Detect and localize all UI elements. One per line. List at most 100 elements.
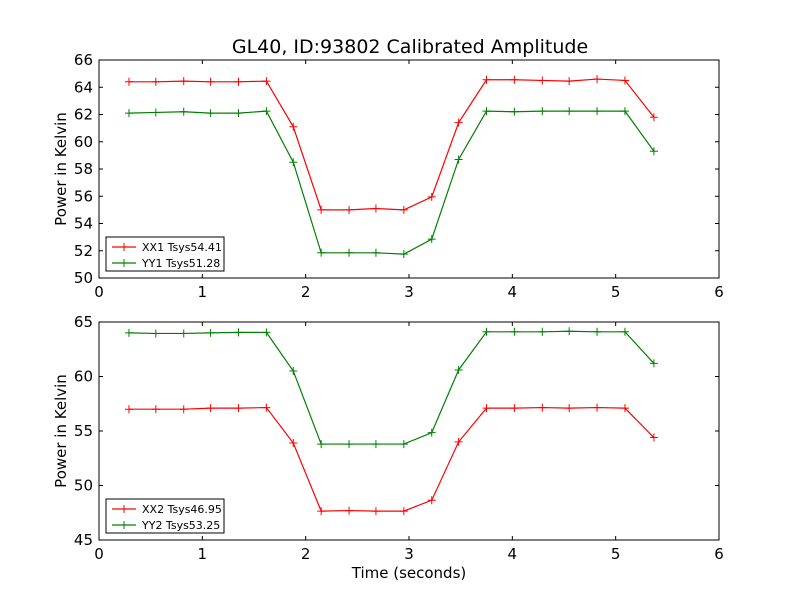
data-point	[482, 327, 491, 336]
x-tick-label: 6	[714, 283, 724, 301]
data-point	[345, 248, 354, 257]
data-point	[179, 77, 188, 86]
data-point	[262, 107, 271, 116]
data-point	[124, 328, 133, 337]
data-point	[427, 428, 436, 437]
x-axis-label: Time (seconds)	[351, 564, 467, 582]
y-tick-label: 62	[74, 106, 93, 124]
data-point	[262, 328, 271, 337]
data-point	[538, 107, 547, 116]
data-point	[179, 329, 188, 338]
legend-marker	[120, 521, 128, 529]
data-point	[371, 204, 380, 213]
data-point	[649, 147, 658, 156]
data-point	[649, 113, 658, 122]
data-point	[371, 507, 380, 516]
data-point	[565, 107, 574, 116]
data-point	[427, 496, 436, 505]
y-tick-label: 50	[74, 477, 93, 495]
data-point	[124, 77, 133, 86]
x-tick-label: 1	[198, 545, 208, 563]
legend-entry: XX2 Tsys46.95	[142, 503, 222, 516]
data-point	[206, 109, 215, 118]
data-point	[289, 158, 298, 167]
data-point	[399, 250, 408, 259]
data-point	[454, 365, 463, 374]
data-point	[124, 109, 133, 118]
data-point	[206, 77, 215, 86]
data-point	[427, 192, 436, 201]
x-tick-label: 0	[94, 545, 104, 563]
data-point	[234, 328, 243, 337]
data-point	[482, 75, 491, 84]
data-point	[593, 75, 602, 84]
chart-title: GL40, ID:93802 Calibrated Amplitude	[232, 36, 588, 58]
legend-marker	[120, 505, 128, 513]
x-tick-label: 1	[198, 283, 208, 301]
legend-entry: YY1 Tsys51.28	[141, 257, 220, 270]
data-point	[345, 506, 354, 515]
x-tick-label: 3	[404, 283, 414, 301]
data-point	[289, 367, 298, 376]
data-point	[454, 437, 463, 446]
data-point	[538, 403, 547, 412]
y-tick-label: 50	[74, 269, 93, 287]
x-tick-label: 4	[508, 545, 518, 563]
data-point	[317, 205, 326, 214]
data-point	[454, 155, 463, 164]
series-line-2	[128, 330, 655, 445]
x-tick-label: 5	[611, 545, 621, 563]
data-point	[427, 235, 436, 244]
data-point	[510, 107, 519, 116]
data-point	[620, 404, 629, 413]
y-tick-label: 60	[74, 368, 93, 386]
data-point	[482, 107, 491, 116]
data-point	[234, 404, 243, 413]
data-point	[593, 107, 602, 116]
data-point	[593, 327, 602, 336]
y-tick-label: 58	[74, 160, 93, 178]
x-tick-label: 6	[714, 545, 724, 563]
data-point	[151, 77, 160, 86]
data-point	[317, 440, 326, 449]
data-point	[317, 507, 326, 516]
legend-marker	[120, 259, 128, 267]
data-point	[620, 76, 629, 85]
data-point	[399, 205, 408, 214]
data-point	[510, 404, 519, 413]
data-point	[620, 107, 629, 116]
y-tick-label: 60	[74, 133, 93, 151]
data-point	[649, 359, 658, 368]
y-tick-label: 66	[74, 51, 93, 69]
legend-entry: XX1 Tsys54.41	[142, 241, 222, 254]
data-point	[234, 109, 243, 118]
data-point	[399, 507, 408, 516]
data-point	[345, 440, 354, 449]
data-point	[179, 107, 188, 116]
legend	[105, 236, 225, 272]
data-point	[234, 77, 243, 86]
y-tick-label: 64	[74, 78, 93, 96]
data-point	[262, 403, 271, 412]
data-point	[620, 327, 629, 336]
data-point	[649, 433, 658, 442]
data-point	[371, 248, 380, 257]
x-tick-label: 2	[301, 283, 311, 301]
y-tick-label: 56	[74, 187, 93, 205]
data-point	[289, 438, 298, 447]
y-tick-label: 65	[74, 313, 93, 331]
legend	[105, 498, 225, 534]
data-point	[151, 329, 160, 338]
data-point	[262, 77, 271, 86]
data-point	[179, 405, 188, 414]
data-point	[399, 440, 408, 449]
y-axis-label: Power in Kelvin	[52, 112, 70, 226]
data-point	[510, 75, 519, 84]
data-point	[565, 77, 574, 86]
x-tick-label: 2	[301, 545, 311, 563]
data-point	[151, 405, 160, 414]
data-point	[289, 122, 298, 131]
